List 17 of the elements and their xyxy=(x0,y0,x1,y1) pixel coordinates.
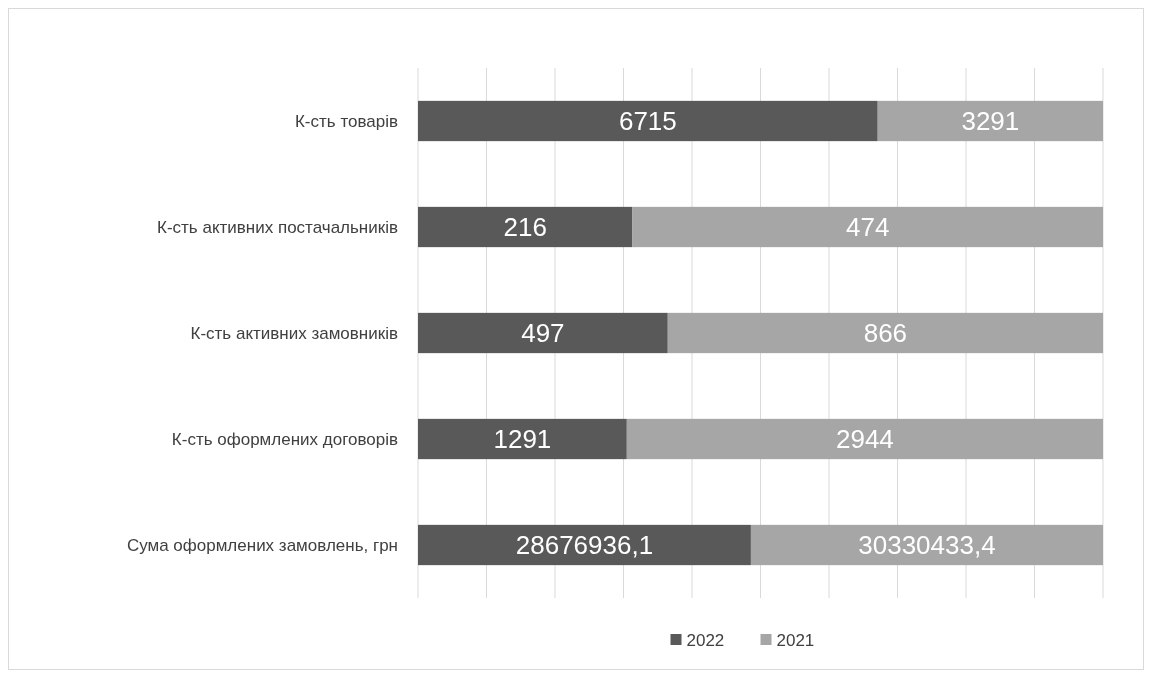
data-label: 30330433,4 xyxy=(858,530,996,561)
data-label: 866 xyxy=(863,318,908,349)
data-label: 28676936,1 xyxy=(515,530,654,561)
data-label: 6715 xyxy=(618,106,677,137)
y-tick-label: К-сть активних постачальників xyxy=(157,217,398,237)
y-tick-label: К-сть оформлених договорів xyxy=(171,429,398,449)
data-label: 3291 xyxy=(961,106,1020,137)
data-label: 216 xyxy=(503,212,547,243)
y-tick-label: К-сть товарів xyxy=(294,111,398,131)
legend-label: 2021 xyxy=(776,630,815,650)
y-tick-label: К-сть активних замовників xyxy=(190,323,398,343)
data-label: 2944 xyxy=(835,424,894,455)
legend-label: 2022 xyxy=(686,630,725,650)
data-label: 497 xyxy=(521,318,565,349)
data-label: 1291 xyxy=(493,424,552,455)
y-tick-label: Сума оформлених замовлень, грн xyxy=(126,535,398,555)
data-label: 474 xyxy=(846,212,890,243)
